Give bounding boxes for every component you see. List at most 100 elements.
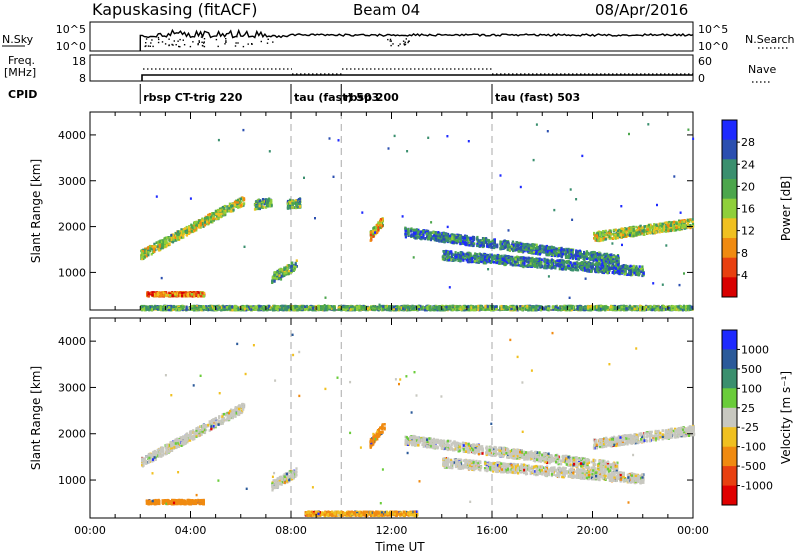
data-cell: [618, 272, 621, 275]
data-cell: [427, 235, 430, 239]
data-cell: [626, 267, 629, 271]
data-cell: [486, 253, 489, 257]
data-cell: [541, 247, 544, 251]
data-cell: [548, 259, 551, 263]
data-cell: [448, 258, 451, 262]
data-cell: [455, 239, 458, 242]
data-cell: [601, 266, 604, 270]
data-cell: [457, 233, 460, 237]
data-cell: [669, 228, 672, 232]
data-cell: [594, 239, 597, 242]
data-cell: [472, 242, 476, 245]
data-cell: [572, 254, 575, 258]
data-cell: [477, 256, 480, 260]
data-cell: [298, 205, 301, 208]
data-cell: [533, 258, 536, 262]
freq-tick-bottom: 8: [79, 72, 86, 85]
data-cell: [539, 250, 542, 253]
data-cell: [487, 241, 490, 245]
data-cell: [574, 262, 577, 265]
data-cell: [452, 259, 455, 262]
data-cell: [268, 201, 272, 205]
data-cell: [375, 224, 378, 227]
data-cell: [631, 268, 634, 271]
nsky-dot: [390, 44, 392, 47]
data-cell: [541, 244, 544, 248]
data-cell: [641, 265, 644, 268]
data-cell: [165, 293, 168, 297]
data-cell: [606, 267, 609, 270]
data-cell: [602, 257, 605, 261]
data-cell: [476, 242, 479, 246]
data-cell: [158, 249, 161, 252]
data-cell: [560, 252, 563, 256]
nsky-dot: [192, 41, 194, 43]
data-cell: [273, 272, 276, 276]
data-cell: [506, 245, 509, 248]
nsky-dot: [405, 38, 407, 40]
nsky-dot: [145, 42, 147, 44]
data-cell: [493, 240, 496, 243]
data-cell: [553, 251, 556, 254]
data-cell: [471, 240, 474, 244]
data-cell: [613, 264, 616, 268]
data-cell: [459, 235, 462, 238]
data-cell: [526, 246, 529, 249]
data-cell: [548, 266, 551, 269]
data-cell: [561, 260, 564, 264]
data-cell: [585, 263, 588, 267]
nsky-dot: [152, 45, 154, 48]
data-cell: [422, 236, 425, 240]
data-cell: [604, 233, 607, 237]
data-cell: [594, 263, 597, 266]
data-cell: [435, 234, 438, 238]
data-cell: [592, 255, 595, 258]
data-cell: [642, 228, 645, 232]
data-cell: [600, 239, 603, 242]
data-cell: [236, 202, 239, 206]
data-cell: [632, 232, 635, 235]
nsky-dot: [247, 43, 249, 45]
data-cell: [141, 256, 144, 259]
data-cell: [516, 262, 519, 265]
data-cell: [531, 256, 534, 260]
data-cell: [475, 259, 478, 262]
data-cell: [592, 251, 595, 254]
data-cell: [626, 265, 629, 269]
data-cell: [220, 212, 223, 216]
data-cell: [556, 261, 559, 264]
data-cell: [683, 225, 686, 229]
data-cell: [409, 234, 413, 238]
data-cell: [484, 261, 487, 265]
data-cell: [286, 267, 289, 270]
data-cell: [529, 259, 532, 262]
data-cell: [472, 235, 475, 239]
data-cell: [487, 239, 490, 243]
data-cell: [557, 254, 560, 258]
data-cell: [630, 229, 633, 233]
data-cell: [560, 246, 563, 250]
data-cell: [487, 244, 490, 248]
data-cell: [598, 260, 601, 264]
nsky-dot: [397, 45, 400, 47]
data-cell: [298, 202, 301, 205]
data-cell: [651, 225, 654, 228]
data-cell: [456, 240, 460, 243]
data-cell: [242, 204, 245, 207]
nsky-dot: [389, 40, 391, 42]
data-cell: [601, 262, 604, 265]
data-cell: [219, 209, 222, 212]
nsky-dot: [403, 43, 405, 45]
data-cell: [201, 292, 204, 295]
data-cell: [613, 266, 616, 269]
data-cell: [477, 260, 480, 264]
data-cell: [437, 236, 440, 239]
data-cell: [222, 213, 225, 217]
data-cell: [209, 212, 212, 216]
data-cell: [578, 249, 581, 253]
data-cell: [467, 253, 470, 256]
data-cell: [437, 239, 440, 242]
data-cell: [610, 256, 613, 259]
data-cell: [589, 265, 592, 268]
data-cell: [459, 242, 462, 246]
